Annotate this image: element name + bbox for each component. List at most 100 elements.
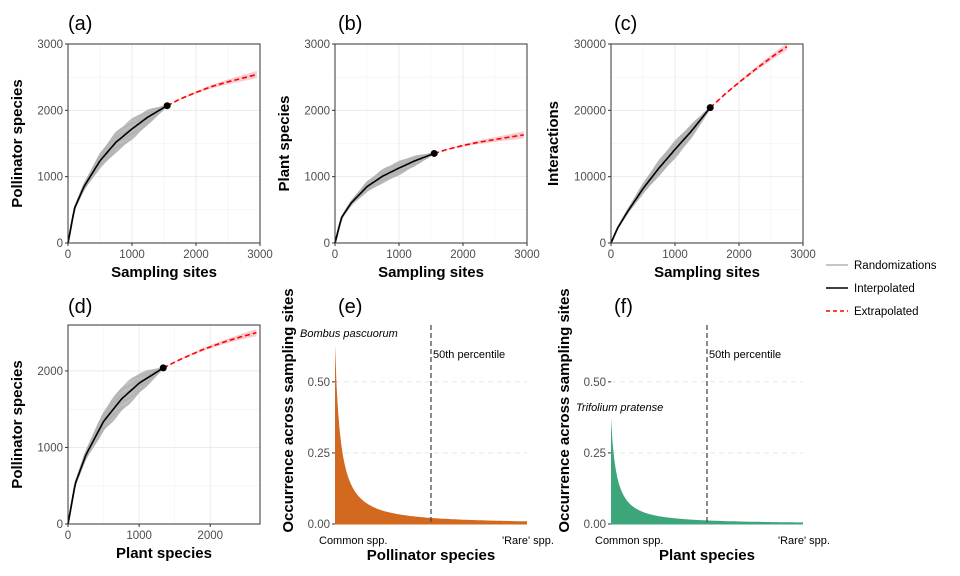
randomization-line [67, 367, 164, 525]
randomization-line [334, 152, 435, 244]
interpolated-line [67, 105, 168, 244]
x-axis-title: Pollinator species [367, 547, 495, 564]
panel-tag: (d) [68, 296, 92, 318]
y-axis-title: Plant species [276, 96, 293, 192]
randomization-line [610, 107, 711, 244]
randomization-line [334, 152, 435, 244]
randomization-line [67, 367, 164, 525]
panel-e: 50th percentile Bombus pascuorum 0.00 0.25 0… [280, 288, 554, 564]
randomization-line [334, 152, 435, 244]
x-label-common: Common spp. [319, 535, 387, 547]
y-tick-label: 2000 [37, 366, 63, 378]
x-tick-label: 0 [65, 249, 71, 261]
extrapolation-ribbon [434, 131, 524, 154]
randomization-line [67, 367, 164, 525]
y-axis-title: Occurrence across sampling sites [280, 288, 297, 532]
x-tick-label: 2000 [197, 530, 223, 542]
randomization-line [334, 152, 435, 244]
randomization-line [67, 367, 164, 525]
panel-tag: (f) [614, 296, 633, 318]
x-tick-label: 0 [332, 249, 338, 261]
y-tick-label: 1000 [304, 172, 330, 184]
randomization-line [67, 367, 164, 525]
x-tick-label: 3000 [247, 249, 273, 261]
observed-point [163, 102, 171, 110]
extrapolation-ribbon [167, 70, 257, 106]
x-tick-label: 0 [608, 249, 614, 261]
y-tick-label: 0.00 [584, 519, 606, 531]
panel-a: 0 1000 2000 3000 0 1000 2000 3000 Sampling sites… [9, 13, 273, 281]
panel-tag: (c) [614, 13, 637, 35]
observed-point [159, 364, 167, 372]
extrapolated-line [709, 45, 788, 109]
randomization-line [67, 367, 164, 525]
panel-tag: (e) [338, 296, 362, 318]
randomization-line [67, 105, 168, 244]
x-tick-label: 3000 [514, 249, 540, 261]
y-axis-title: Pollinator species [9, 79, 26, 207]
legend-label-extrapolated: Extrapolated [854, 306, 919, 318]
y-tick-label: 10000 [574, 172, 606, 184]
randomization-line [334, 152, 435, 244]
interpolated-line [334, 152, 435, 244]
x-tick-label: 2000 [183, 249, 209, 261]
randomization-line [334, 152, 435, 244]
randomization-line [67, 104, 168, 244]
x-label-rare: 'Rare' spp. [502, 535, 554, 547]
y-tick-label: 0 [57, 238, 63, 250]
randomization-line [67, 367, 164, 525]
randomization-line [334, 152, 435, 244]
randomization-line [67, 104, 168, 244]
randomization-line [67, 104, 168, 244]
randomization-line [334, 152, 435, 244]
observed-point [706, 104, 714, 112]
randomization-line [67, 105, 168, 244]
y-tick-label: 30000 [574, 39, 606, 51]
y-tick-label: 2000 [37, 105, 63, 117]
randomization-line [334, 152, 435, 244]
y-tick-label: 0.25 [584, 448, 606, 460]
y-tick-label: 3000 [37, 39, 63, 51]
percentile-label: 50th percentile [709, 349, 781, 361]
observed-point [430, 149, 438, 157]
percentile-label: 50th percentile [433, 349, 505, 361]
randomization-line [67, 367, 164, 525]
top-species-label: Bombus pascuorum [300, 328, 398, 340]
panel-d: 0 1000 2000 0 1000 2000 Plant species Pollinato… [9, 296, 261, 562]
x-tick-label: 1000 [119, 249, 145, 261]
panel-border [67, 43, 261, 244]
randomization-line [67, 105, 168, 244]
x-label-common: Common spp. [595, 535, 663, 547]
randomization-line [334, 152, 435, 244]
panel-border [610, 43, 804, 244]
x-tick-label: 1000 [386, 249, 412, 261]
randomization-line [67, 104, 168, 244]
y-tick-label: 0.25 [308, 448, 330, 460]
panel-border [334, 43, 528, 244]
randomization-line [67, 367, 164, 525]
y-axis-title: Occurrence across sampling sites [556, 288, 573, 532]
panel-tag: (a) [68, 13, 92, 35]
panel-tag: (b) [338, 13, 362, 35]
randomization-line [67, 105, 168, 244]
occurrence-area [611, 418, 803, 524]
panel-border [67, 324, 261, 525]
panel-f: 50th percentile Trifolium pratense 0.00 0.2… [556, 288, 830, 564]
extrapolated-line [162, 331, 257, 369]
interpolated-line [610, 107, 711, 244]
randomization-line [67, 367, 164, 525]
y-axis-title: Pollinator species [9, 360, 26, 488]
legend-label-interpolated: Interpolated [854, 283, 915, 295]
y-tick-label: 20000 [574, 105, 606, 117]
x-axis-title: Plant species [116, 545, 212, 562]
legend: Randomizations Interpolated Extrapolated [826, 260, 937, 318]
randomization-line [67, 104, 168, 244]
x-tick-label: 1000 [662, 249, 688, 261]
top-species-label: Trifolium pratense [576, 402, 663, 414]
randomization-line [67, 367, 164, 525]
x-axis-title: Sampling sites [111, 264, 217, 281]
y-tick-label: 0 [324, 238, 330, 250]
y-tick-label: 1000 [37, 172, 63, 184]
